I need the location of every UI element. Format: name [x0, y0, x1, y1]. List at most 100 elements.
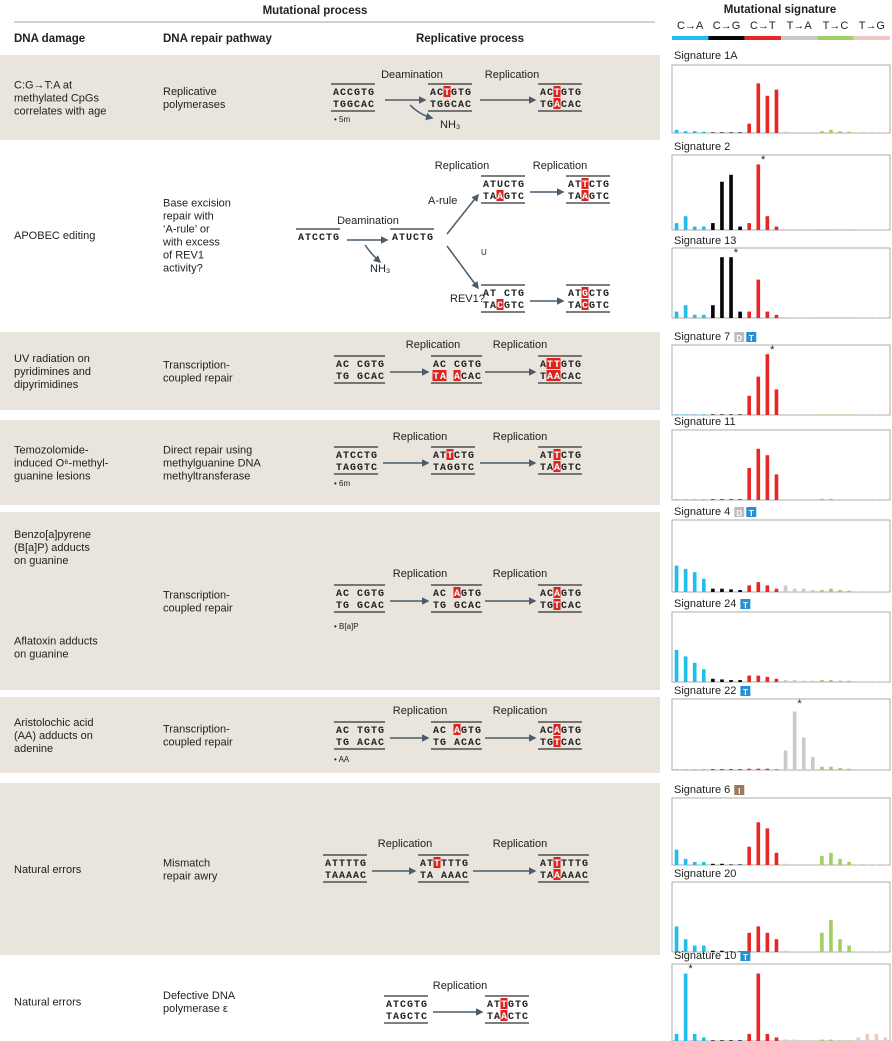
highlight-letter: A — [554, 463, 561, 474]
signature-bar — [829, 129, 833, 133]
signature-bar — [810, 757, 815, 770]
highlight-letter: A — [554, 100, 561, 111]
signature-bar — [829, 1039, 833, 1041]
signature-bar — [874, 769, 879, 770]
highlight — [553, 449, 561, 460]
signature-bar — [838, 680, 842, 682]
signature-bar — [838, 499, 842, 500]
signature-bar — [783, 680, 788, 682]
signature-bar — [792, 499, 797, 500]
signature-bar — [674, 849, 679, 865]
signature-bar — [856, 591, 861, 592]
signature-bar — [783, 863, 788, 865]
signature-bar — [765, 828, 770, 865]
highlight — [553, 461, 561, 472]
signature-bar — [720, 181, 724, 230]
cell-text: Defective DNA — [163, 990, 236, 1002]
dna-strand: TAAAAC — [325, 871, 367, 882]
class-label: T→G — [859, 20, 885, 32]
signature-bar — [810, 499, 815, 500]
badge-label: D — [736, 509, 742, 518]
dna-strand: TA ACAC — [433, 372, 482, 383]
class-color — [853, 36, 890, 40]
signature-bar — [847, 945, 851, 952]
badge — [734, 332, 745, 342]
signature-panel — [671, 154, 891, 231]
signature-bar — [783, 1039, 788, 1041]
signature-bar — [738, 951, 742, 952]
signature-title: Signature 2 — [674, 141, 730, 153]
signature-bar — [765, 1033, 770, 1041]
signature-bar — [720, 863, 724, 865]
cell-text: (AA) adducts on — [14, 730, 93, 742]
step-label: Replication — [393, 568, 447, 580]
highlight-letter: A — [501, 1012, 508, 1023]
step-label: Deamination — [381, 69, 443, 81]
step-label: Replication — [533, 160, 587, 172]
signature-bar — [774, 1037, 779, 1041]
highlight-letter: T — [501, 1000, 508, 1011]
signature-bar — [674, 499, 679, 500]
signature-bar — [720, 950, 724, 952]
signature-bar — [820, 766, 824, 770]
signature-bar — [874, 414, 879, 415]
highlight — [581, 190, 589, 201]
signature-bar — [865, 681, 870, 682]
dna-strand: TAACTC — [487, 1012, 529, 1023]
step-label: • 6m — [334, 479, 350, 488]
sig-header: Mutational signature — [724, 4, 836, 16]
signature-title: Signature 11 — [674, 416, 736, 428]
signature-bar — [683, 858, 688, 865]
signature-bar — [856, 769, 861, 770]
class-label: C→G — [713, 20, 741, 32]
signature-bar — [756, 822, 761, 865]
class-color — [781, 36, 818, 40]
dna-strand: TGACAC — [540, 100, 582, 111]
star: * — [734, 247, 739, 259]
class-label: T→A — [787, 20, 813, 32]
step-label: Replication — [435, 160, 489, 172]
cell-text: Mismatch — [163, 858, 210, 870]
highlight-letter: T — [582, 180, 589, 191]
cell-text: guanine lesions — [14, 471, 91, 483]
signature-bar — [720, 257, 724, 318]
cell-text: coupled repair — [163, 373, 233, 385]
dna-strand: TAAGTC — [540, 463, 582, 474]
signature-bar — [692, 131, 697, 133]
signature-bar — [874, 317, 879, 318]
signature-bar — [801, 951, 806, 952]
signature-bar — [765, 216, 770, 230]
signature-bar — [856, 132, 861, 133]
signature-bar — [865, 317, 870, 318]
signature-panel — [671, 64, 891, 134]
highlight-letter: C — [497, 301, 504, 312]
dna-strand: ATTTTTG — [540, 859, 589, 870]
signature-bar — [820, 855, 824, 865]
highlight-letter: T — [554, 360, 561, 371]
step-label: Replication — [378, 838, 432, 850]
signature-bar — [683, 769, 688, 770]
signature-bar — [865, 499, 870, 500]
dna-strand: ATTGTG — [487, 1000, 529, 1011]
arrow — [446, 245, 479, 290]
signature-bar — [711, 499, 715, 500]
cell-text: correlates with age — [14, 106, 106, 118]
signature-bar — [810, 951, 815, 952]
signature-bar — [847, 861, 851, 865]
star: * — [797, 698, 802, 710]
signature-bar — [711, 678, 715, 682]
step-label: A-rule — [428, 195, 457, 207]
signature-title: Signature 20 — [674, 868, 736, 880]
step-label: Replication — [433, 980, 487, 992]
dna-strand: TG ACAC — [433, 738, 482, 749]
highlight — [546, 370, 554, 381]
signature-bar — [738, 132, 742, 133]
cell-text: coupled repair — [163, 603, 233, 615]
row-band — [0, 332, 660, 410]
signature-bar — [792, 864, 797, 865]
dna-strand: AC CGTG — [336, 360, 385, 371]
signature-panel — [671, 611, 891, 683]
signature-bar — [738, 311, 742, 318]
signature-bar — [856, 414, 861, 415]
signature-bar — [729, 680, 733, 682]
